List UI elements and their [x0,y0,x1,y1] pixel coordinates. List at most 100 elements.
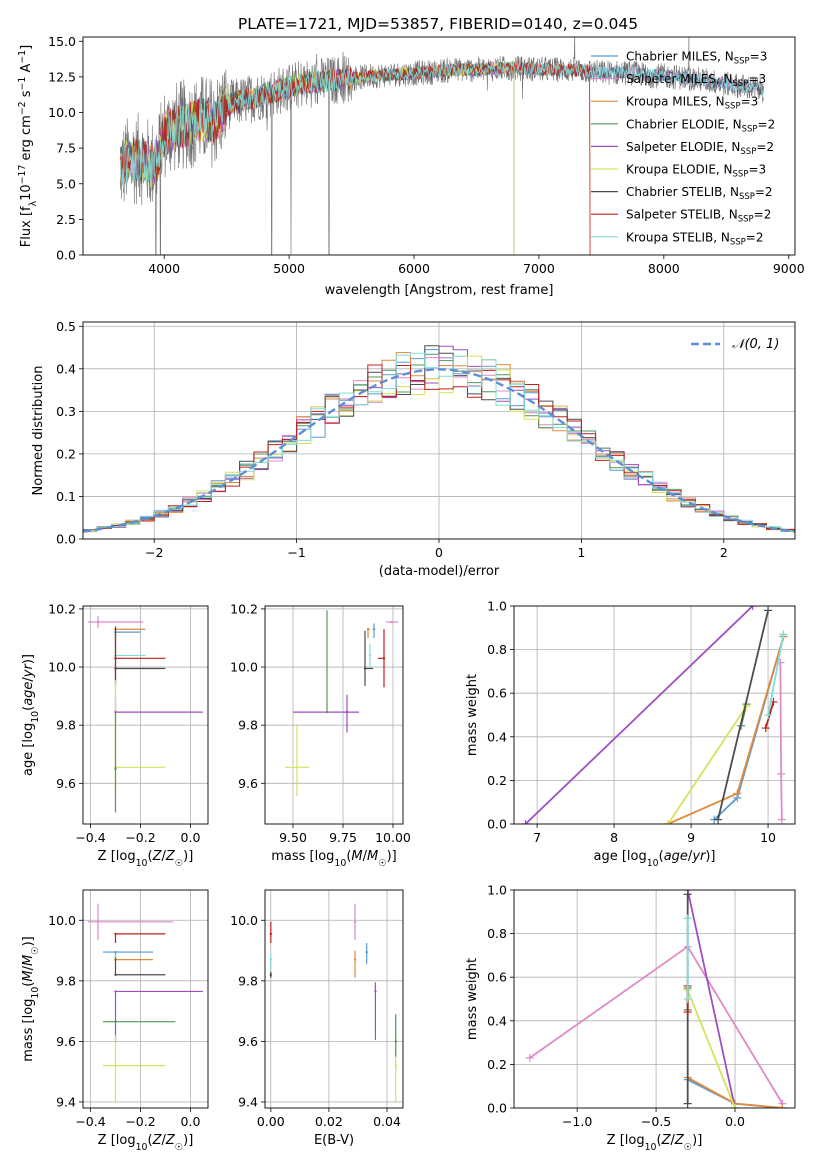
weight-marker [683,995,692,1003]
x-axis-label-part: E(B-V) [314,1133,354,1148]
legend-label-sub: SSP [725,102,741,112]
data-point [269,973,273,976]
legend-label-main: Chabrier STELIB, N [626,185,739,199]
weight-marker [525,1053,534,1062]
x-tick-label: 0.00 [257,1114,285,1129]
histogram-7 [83,364,795,531]
x-axis-label-part: )] [183,849,193,864]
x-tick-label: 4000 [148,261,180,276]
y-tick-label: 0.1 [56,489,76,504]
legend-label-main: Chabrier ELODIE, N [626,117,742,131]
y-tick-label: 0.2 [56,446,76,461]
x-axis-label-part: Z [152,1133,163,1148]
weight-line [686,989,736,1108]
weight-marker [779,630,788,639]
data-point [368,654,372,657]
axes-frame [264,889,404,1109]
y-tick-label: 9.8 [56,718,76,733]
y-tick-label: 9.6 [56,776,76,791]
figure-title: PLATE=1721, MJD=53857, FIBERID=0140, z=0… [238,15,638,33]
y-axis-label-part: 10 [19,184,34,201]
y-tick-label: 0.4 [487,1013,507,1028]
x-tick-label: 9000 [773,261,805,276]
y-axis-label-part: Flux [f [19,206,34,247]
plot-area-spectrum [120,37,764,255]
data-point [114,932,117,936]
y-axis-label-part: ( [21,982,36,987]
weight-line [779,662,783,820]
x-axis-label: (data-model)/error [379,564,500,579]
data-point [269,958,273,961]
y-tick-label: 0.3 [56,404,76,419]
x-axis-label: Z [log10(Z/Z☉)] [98,1133,194,1153]
legend-label-sub: SSP [742,124,758,134]
legend-label-sub: SSP [739,192,755,202]
legend-label-sub: SSP [733,79,749,89]
legend-label: Kroupa MILES, NSSP=3 [626,95,758,112]
y-tick-label: 10.2 [48,601,76,616]
legend-label-sub: SSP [733,170,749,180]
legend-label-main: Salpeter MILES, N [626,72,733,86]
x-axis-label-part: / [161,849,166,864]
weight-marker [764,711,773,719]
weight-marker [683,914,692,923]
data-point [114,955,117,958]
axes-frame [264,605,404,825]
x-tick-label: 9 [687,830,695,845]
legend-label-sub: SSP [738,215,754,225]
x-tick-label: 1 [577,545,585,560]
x-axis-label-part: ☉ [175,1142,183,1153]
y-tick-label: 0.4 [487,729,507,744]
x-axis-label-part: )] [692,1133,702,1148]
data-point [114,1064,117,1067]
x-axis-label-part: M [367,849,378,864]
y-tick-label: 0.6 [487,686,507,701]
x-axis-label-part: Z [log [607,1133,645,1148]
y-axis-label-part: −1 [17,50,28,64]
x-axis-label-part: mass [log [271,849,334,864]
weight-marker [761,724,770,733]
data-point [394,1040,397,1043]
legend-label: Chabrier ELODIE, NSSP=2 [626,117,775,134]
plot-area-residuals [83,322,795,539]
x-axis-label-part: ( [657,1133,662,1148]
x-axis-label-part: 10 [645,1142,657,1153]
x-axis-label: age [log10(age/yr)] [593,849,715,869]
axes-frame [82,36,796,256]
y-axis-label: mass weight [465,958,480,1040]
legend-label: Kroupa STELIB, NSSP=2 [626,230,764,247]
histogram-8 [83,352,795,532]
axes-frame [82,605,209,825]
weight-marker [683,1008,692,1017]
axes-frame [82,321,796,540]
weight-line [767,634,785,716]
y-tick-label: 9.6 [56,1034,76,1049]
y-axis-label-part: s [19,90,34,101]
x-axis-label: Z [log10(Z/Z☉)] [607,1133,703,1153]
x-tick-label: 10 [760,830,776,845]
x-axis-label: mass [log10(M/M☉)] [271,849,397,869]
data-point [96,620,100,624]
legend-label-tail: =2 [746,230,764,244]
legend-label: Kroupa ELODIE, NSSP=3 [626,163,766,180]
y-tick-label: 0.2 [487,773,507,788]
x-axis-label-part: 10 [136,1142,148,1153]
legend-label-tail: =2 [755,185,773,199]
data-point [114,767,117,770]
y-axis-label: Flux [fλ10−17 erg cm−2 s−1 A−1] [17,45,39,247]
x-tick-label: 0.02 [315,1114,343,1129]
weight-marker [778,1104,787,1108]
y-axis-label: mass weight [465,674,480,756]
y-tick-label: 9.6 [238,1034,258,1049]
x-axis-label-part: / [363,849,368,864]
weight-marker [521,820,530,824]
weight-marker [714,815,723,824]
panel-spectrum: 4000 5000 6000 7000 8000 9000 0.0 2.5 5.0 7.5 10.0… [17,34,805,298]
y-axis-label-part: / [21,677,36,682]
weight-marker [733,789,742,798]
x-axis-label-part: wavelength [Angstrom, rest frame] [325,283,554,298]
x-tick-label: 10.00 [375,830,411,845]
x-tick-label: 9.50 [279,830,307,845]
legend-label-main: Kroupa STELIB, N [626,230,730,244]
x-tick-label: 9.75 [329,830,357,845]
